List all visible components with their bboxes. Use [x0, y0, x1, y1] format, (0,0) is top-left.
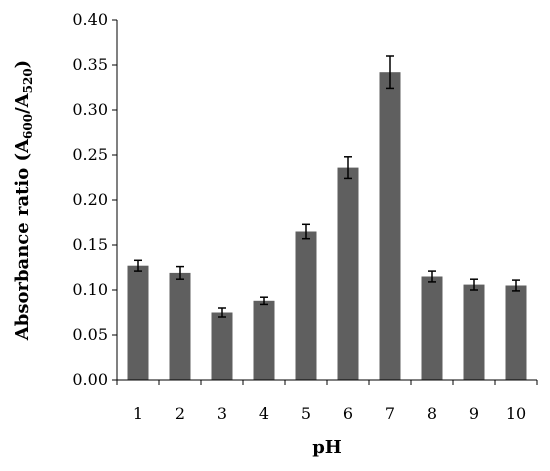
- bar: [211, 312, 233, 380]
- x-tick-label: 7: [385, 404, 395, 423]
- x-axis-title: pH: [312, 437, 342, 458]
- y-title-sub1: 600: [21, 114, 35, 139]
- plot-area: [127, 55, 527, 380]
- x-tick-label: 10: [506, 404, 526, 423]
- bar: [337, 167, 359, 380]
- bar: [379, 72, 401, 380]
- y-title-sub2: 520: [21, 68, 35, 93]
- y-tick-label: 0.20: [72, 190, 108, 209]
- y-title-suffix: ): [12, 60, 33, 69]
- x-tick-label: 4: [259, 404, 269, 423]
- y-tick-label: 0.35: [72, 55, 108, 74]
- bar: [421, 276, 443, 380]
- x-tick-label: 9: [469, 404, 479, 423]
- bar: [253, 300, 275, 380]
- bar: [505, 285, 527, 380]
- x-tick-label: 1: [133, 404, 143, 423]
- x-tick-label: 6: [343, 404, 353, 423]
- bar: [169, 272, 191, 380]
- x-axis-ticks: 1 2 3 4 5 6 7 8 9 10: [116, 380, 538, 423]
- y-tick-label: 0.10: [72, 280, 108, 299]
- x-tick-label: 3: [217, 404, 227, 423]
- bar: [127, 265, 149, 380]
- y-axis-title: Absorbance ratio (A600/A520): [12, 60, 35, 341]
- y-tick-label: 0.25: [72, 145, 108, 164]
- y-axis-ticks: 0.00 0.05 0.10 0.15 0.20 0.25 0.30 0.35 0.40: [72, 10, 117, 389]
- x-tick-label: 8: [427, 404, 437, 423]
- bar: [295, 231, 317, 380]
- y-tick-label: 0.15: [72, 235, 108, 254]
- y-title-prefix: Absorbance ratio (A: [12, 138, 33, 341]
- y-tick-label: 0.00: [72, 370, 108, 389]
- x-tick-label: 5: [301, 404, 311, 423]
- bar: [463, 284, 485, 380]
- y-title-middle: /A: [12, 92, 33, 114]
- y-tick-label: 0.30: [72, 100, 108, 119]
- y-tick-label: 0.05: [72, 325, 108, 344]
- x-tick-label: 2: [175, 404, 185, 423]
- y-tick-label: 0.40: [72, 10, 108, 29]
